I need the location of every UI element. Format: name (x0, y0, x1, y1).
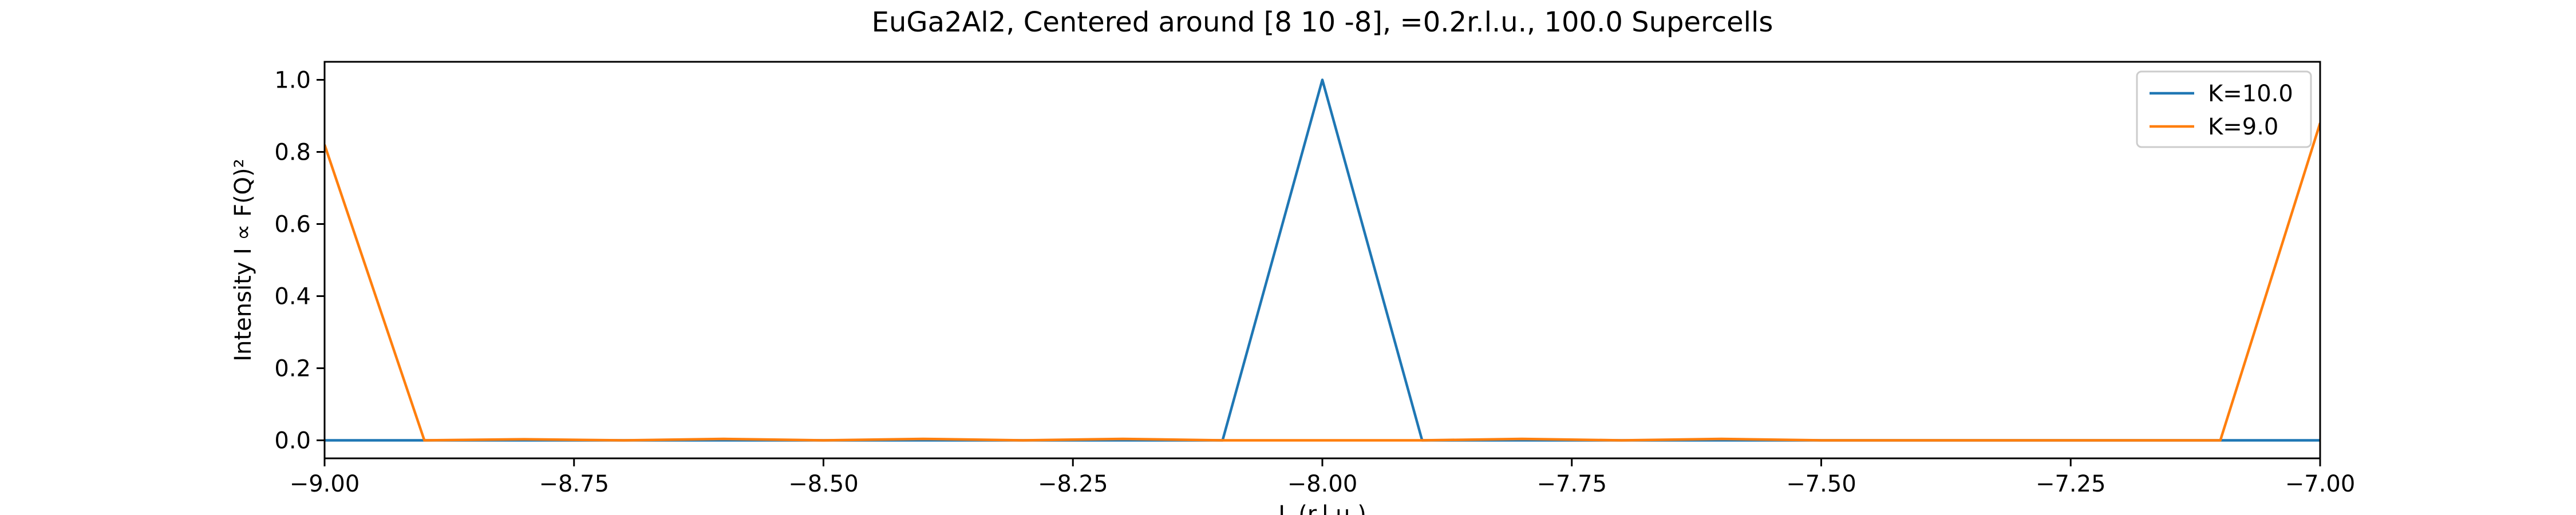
y-tick-label: 0.0 (274, 428, 311, 454)
legend: K=10.0 K=9.0 (2136, 70, 2312, 148)
y-tick-label: 0.2 (274, 356, 311, 382)
x-tick-label: −8.00 (1287, 471, 1358, 497)
y-tick-label: 1.0 (274, 68, 311, 94)
x-tick-label: −7.00 (2285, 471, 2356, 497)
x-tick-label: −8.25 (1038, 471, 1108, 497)
y-axis-label: Intensity I ∝ F(Q)² (230, 159, 256, 361)
y-tick-label: 0.4 (274, 284, 311, 310)
x-tick-label: −8.75 (539, 471, 609, 497)
x-tick-label: −7.25 (2036, 471, 2106, 497)
chart-title: EuGa2Al2, Centered around [8 10 -8], =0.… (872, 6, 1773, 38)
y-tick-label: 0.6 (274, 212, 311, 238)
series-line-k-9 (325, 122, 2320, 442)
x-axis-label: L (r.l.u.) (1278, 501, 1366, 515)
legend-box (2136, 70, 2312, 148)
y-tick-label: 0.8 (274, 140, 311, 166)
x-axis: −9.00 −8.75 −8.50 −8.25 −8.00 −7.75 −7.50 −7.25… (290, 458, 2356, 497)
y-axis: 0.0 0.2 0.4 0.6 0.8 1.0 (274, 68, 325, 454)
plot-frame (323, 61, 2321, 459)
legend-label: K=9.0 (2208, 114, 2278, 140)
plot-area (323, 61, 2321, 459)
x-tick-label: −8.50 (788, 471, 859, 497)
x-tick-label: −9.00 (290, 471, 360, 497)
series-line-k-10 (325, 78, 2320, 442)
x-tick-label: −7.50 (1786, 471, 1856, 497)
x-tick-label: −7.75 (1536, 471, 1607, 497)
legend-label: K=10.0 (2208, 81, 2293, 107)
